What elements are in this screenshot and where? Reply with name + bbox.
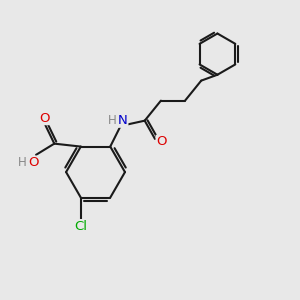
Text: O: O [156, 135, 167, 148]
Text: O: O [28, 156, 39, 169]
Text: O: O [40, 112, 50, 124]
Text: H: H [108, 114, 117, 127]
Text: H: H [17, 156, 26, 169]
Text: Cl: Cl [74, 220, 87, 232]
Text: N: N [118, 114, 128, 127]
